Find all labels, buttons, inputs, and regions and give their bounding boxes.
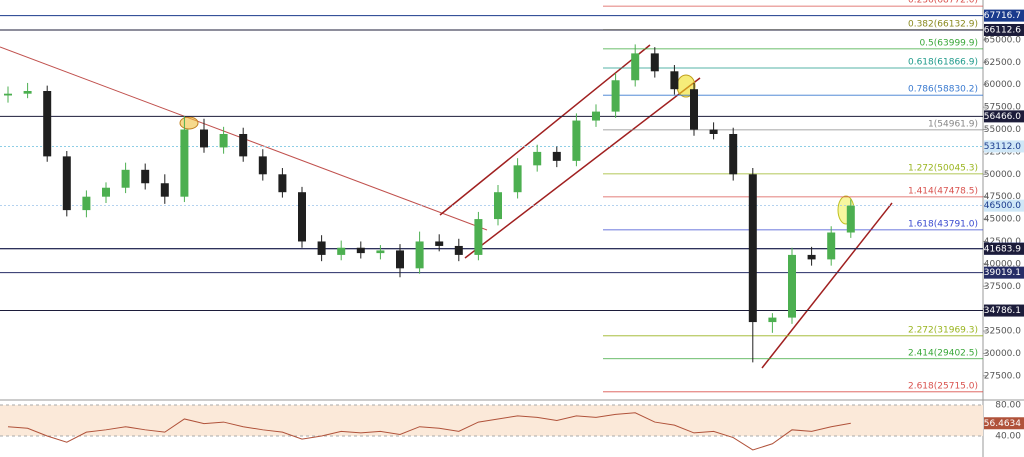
level-box [984, 23, 1024, 36]
candle-body [690, 89, 698, 130]
level-label: 46500.0 [984, 201, 1021, 211]
candle-body [494, 192, 502, 220]
candle-body [278, 174, 287, 193]
candle-body [102, 187, 110, 197]
level-label: 56466.0 [984, 112, 1021, 122]
candle-body [729, 133, 738, 175]
y-tick-label: 55000.0 [984, 125, 1021, 135]
y-tick-label: 62500.0 [984, 58, 1021, 68]
candle-body [396, 250, 404, 269]
candle-body [82, 196, 91, 211]
candle-body [180, 129, 189, 197]
candle-body [239, 133, 248, 157]
rsi-band [0, 405, 983, 437]
fib-label: 2.618(25715.0) [908, 381, 978, 391]
level-label: 67716.7 [984, 11, 1021, 21]
candle-body [23, 90, 32, 94]
candle-body [121, 169, 130, 188]
candle-body [454, 245, 463, 255]
level-box [984, 242, 1024, 255]
level-label: 34786.1 [984, 306, 1021, 316]
y-tick-label: 32500.0 [984, 327, 1021, 337]
fib-label: 0.786(58830.2) [908, 85, 978, 95]
candle-body [4, 93, 12, 96]
value-box [984, 417, 1024, 430]
candle-body [435, 241, 444, 246]
level-box [984, 9, 1024, 22]
y-tick-label: 37500.0 [984, 282, 1021, 292]
y-tick-label: 65000.0 [984, 35, 1021, 45]
channel-line [464, 77, 701, 259]
candle-body [160, 183, 169, 197]
candle-body [62, 156, 71, 211]
y-tick-label: 40000.0 [984, 259, 1021, 269]
candle-body [356, 247, 365, 254]
level-label: 53112.0 [984, 142, 1021, 152]
candle-body [474, 219, 483, 255]
y-tick-label: 40.00 [995, 432, 1021, 442]
level-label: 41683.9 [984, 244, 1021, 254]
y-tick-label: 60000.0 [984, 80, 1021, 90]
level-box [984, 199, 1024, 212]
candle-body [611, 80, 620, 112]
fib-label: 0.236(68772.0) [908, 0, 978, 6]
candle-body [552, 151, 561, 161]
fib-label: 0.618(61866.9) [908, 58, 978, 68]
candle-body [748, 174, 757, 323]
candle-body [592, 111, 600, 121]
candle-body [650, 53, 659, 72]
candle-body [768, 317, 777, 323]
candle-body [709, 129, 718, 134]
candle-body [317, 241, 326, 255]
y-tick-label: 50000.0 [984, 170, 1021, 180]
candle-body [846, 205, 855, 233]
candle-body [415, 241, 424, 269]
candle-body [670, 71, 679, 90]
candle-body [788, 254, 796, 318]
candle-body [572, 120, 581, 161]
level-label: 39019.1 [984, 268, 1021, 278]
level-label: 66112.6 [984, 25, 1021, 35]
candle-body [827, 232, 836, 260]
candle-body [533, 151, 542, 166]
fib-label: 2.414(29402.5) [908, 348, 978, 358]
fib-label: 1.414(47478.5) [908, 186, 978, 196]
candle-body [200, 129, 208, 148]
channel-line [761, 202, 893, 369]
candle-body [298, 192, 306, 242]
y-tick-label: 57500.0 [984, 103, 1021, 113]
fib-label: 1(54961.9) [928, 119, 978, 129]
channel-line [439, 44, 651, 216]
fib-label: 1.618(43791.0) [908, 219, 978, 229]
y-tick-label: 80.00 [995, 401, 1021, 411]
rsi-line [7, 412, 851, 451]
level-box [984, 304, 1024, 317]
candle-body [376, 250, 385, 254]
candle-body [141, 169, 150, 184]
fib-label: 1.272(50045.3) [908, 163, 978, 173]
y-tick-label: 42500.0 [984, 237, 1021, 247]
candle-body [337, 247, 346, 255]
fib-label: 0.382(66132.9) [908, 19, 978, 29]
candle-body [258, 156, 267, 175]
y-tick-label: 47500.0 [984, 192, 1021, 202]
highlight [179, 116, 199, 130]
level-box [984, 110, 1024, 123]
y-tick-label: 45000.0 [984, 215, 1021, 225]
candle-body [807, 254, 816, 260]
fib-label: 0.5(63999.9) [919, 38, 978, 48]
candle-body [631, 53, 640, 81]
candle-body [219, 133, 228, 148]
level-box [984, 266, 1024, 279]
fib-label: 2.272(31969.3) [908, 325, 978, 335]
level-box [984, 140, 1024, 153]
y-tick-label: 30000.0 [984, 349, 1021, 359]
value-label: 56.4634 [984, 419, 1021, 429]
candle-body [513, 165, 522, 193]
candle-body [43, 90, 52, 157]
y-tick-label: 27500.0 [984, 371, 1021, 381]
